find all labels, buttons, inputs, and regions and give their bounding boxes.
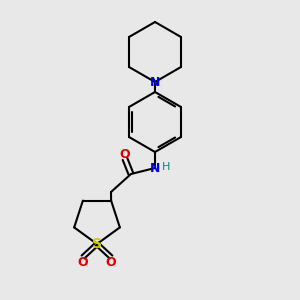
Text: S: S [92,237,102,251]
Text: N: N [150,76,160,88]
Text: O: O [78,256,88,269]
Text: O: O [120,148,130,160]
Text: O: O [106,256,116,269]
Text: N: N [150,161,160,175]
Text: H: H [162,162,170,172]
